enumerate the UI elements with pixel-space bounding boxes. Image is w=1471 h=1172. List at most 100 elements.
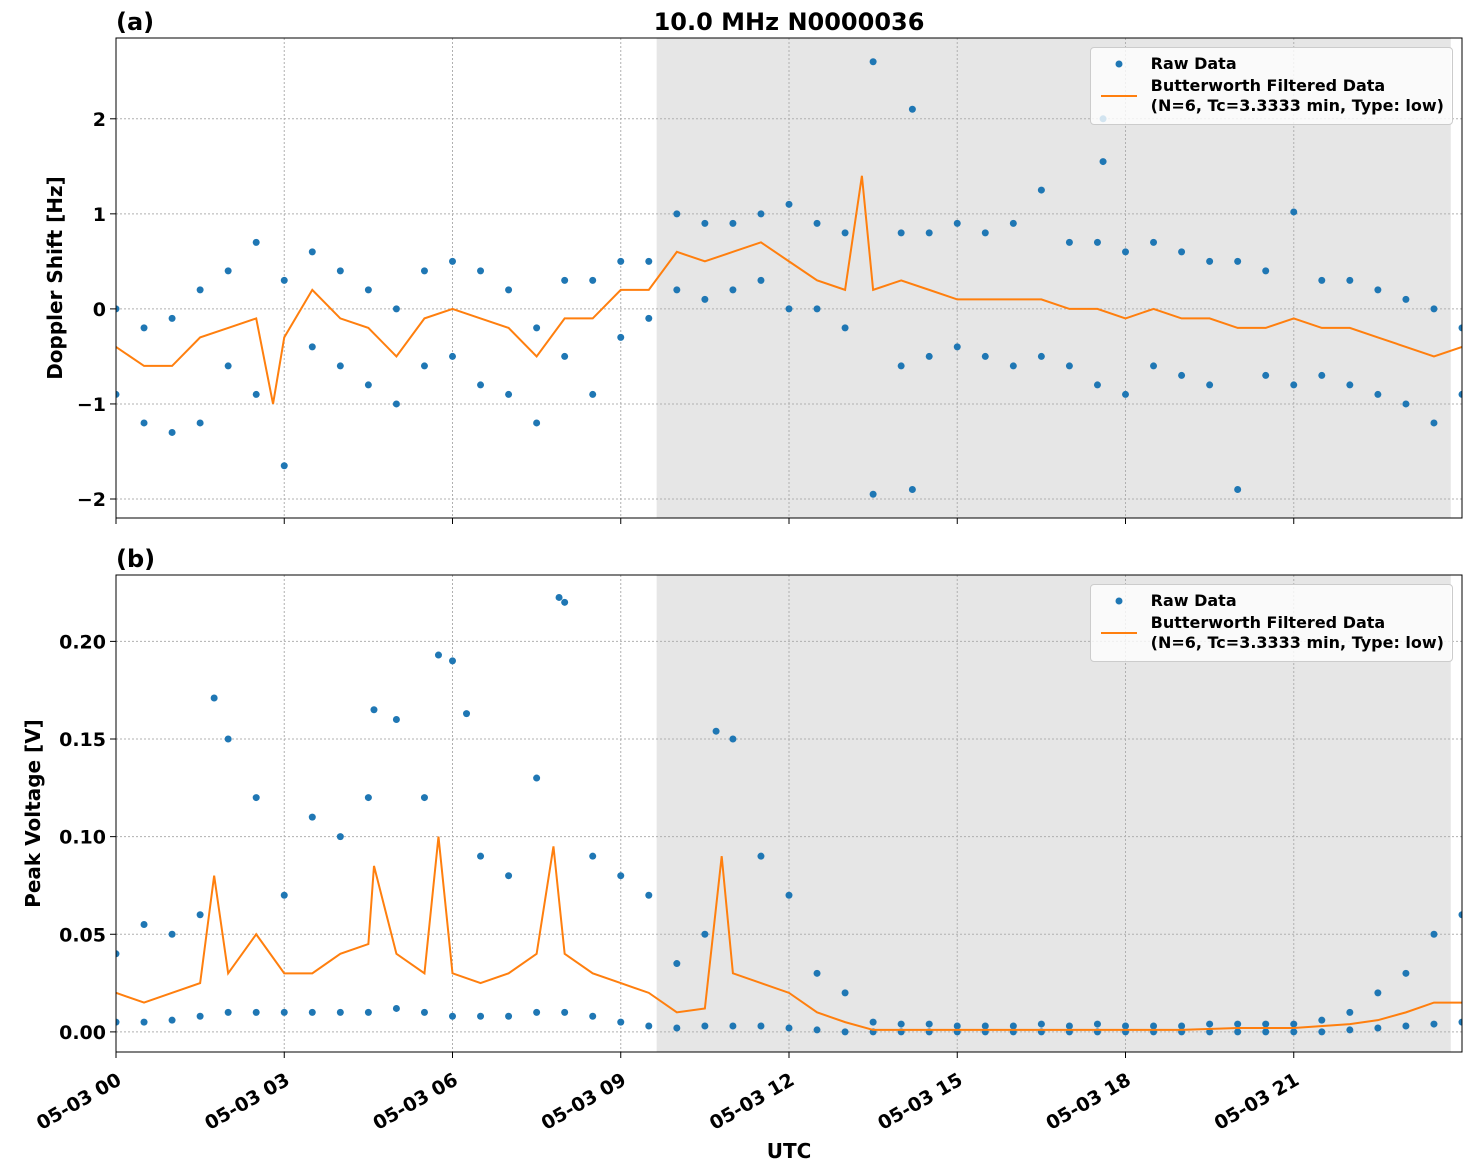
raw-point: [617, 872, 625, 880]
legend-entry: Raw Data: [1097, 591, 1444, 611]
x-tick-label: 05-03 18: [1042, 1069, 1134, 1135]
raw-point: [813, 305, 821, 313]
raw-point: [1262, 1020, 1270, 1028]
raw-point: [785, 305, 793, 313]
raw-point: [336, 267, 344, 275]
raw-point: [1402, 400, 1410, 408]
raw-point: [1009, 219, 1017, 227]
raw-point: [757, 276, 765, 284]
plot-area: [116, 593, 1462, 1036]
raw-point: [392, 400, 400, 408]
axes-frame: [115, 574, 1463, 1053]
raw-point: [1122, 248, 1129, 256]
raw-point: [196, 419, 204, 427]
legend-label: Butterworth Filtered Data (N=6, Tc=3.333…: [1150, 613, 1444, 652]
raw-point: [1346, 276, 1354, 284]
raw-point: [729, 735, 737, 743]
raw-point: [555, 593, 563, 601]
raw-point: [785, 1024, 793, 1032]
raw-point: [953, 343, 961, 351]
raw-point: [1093, 1020, 1101, 1028]
raw-point: [1150, 1022, 1158, 1030]
y-tick-label: 0.10: [59, 827, 106, 849]
raw-point: [712, 727, 720, 735]
raw-point: [280, 462, 288, 470]
raw-point: [757, 852, 765, 860]
plot-area: [116, 58, 1462, 498]
y-tick-label: 0.00: [59, 1022, 106, 1044]
raw-point: [477, 852, 485, 860]
raw-point: [1099, 158, 1107, 166]
raw-point: [841, 989, 849, 997]
raw-point: [589, 276, 597, 284]
raw-point: [589, 390, 597, 398]
raw-point: [434, 651, 442, 659]
raw-point: [210, 694, 218, 702]
legend-marker: [1115, 60, 1123, 68]
raw-point: [168, 314, 176, 322]
legend-label: Raw Data: [1150, 591, 1237, 610]
y-tick-label: 2: [93, 109, 106, 131]
raw-point: [1402, 1022, 1410, 1030]
raw-point: [252, 238, 260, 246]
raw-point: [981, 352, 989, 360]
raw-point: [449, 1012, 456, 1020]
raw-point: [701, 1022, 709, 1030]
raw-point: [1402, 295, 1410, 303]
y-tick-label: −2: [77, 489, 106, 511]
legend-key: [1100, 95, 1137, 97]
raw-point: [1374, 1024, 1382, 1032]
raw-point: [729, 1022, 737, 1030]
raw-point: [561, 352, 569, 360]
x-tick-label: 05-03 00: [33, 1069, 125, 1135]
raw-point: [280, 891, 288, 899]
raw-point: [1318, 371, 1326, 379]
raw-point: [116, 390, 120, 398]
raw-point: [420, 1008, 428, 1016]
raw-point: [673, 960, 681, 968]
raw-point: [1093, 381, 1101, 389]
raw-point: [908, 485, 916, 493]
raw-point: [561, 276, 569, 284]
raw-point: [589, 852, 597, 860]
raw-point: [364, 1008, 372, 1016]
raw-point: [1374, 286, 1382, 294]
raw-point: [224, 362, 232, 370]
legend-entry: Raw Data: [1097, 54, 1444, 74]
raw-point: [1458, 324, 1462, 332]
raw-point: [533, 324, 541, 332]
raw-point: [505, 872, 513, 880]
raw-point: [785, 891, 793, 899]
raw-point: [897, 1020, 905, 1028]
filtered-line: [116, 175, 1462, 405]
raw-point: [1262, 1028, 1270, 1036]
raw-point: [757, 210, 765, 218]
raw-point: [370, 706, 378, 714]
raw-point: [1402, 969, 1410, 977]
raw-point: [140, 419, 148, 427]
raw-point: [1262, 371, 1270, 379]
raw-point: [673, 1024, 681, 1032]
raw-point: [449, 352, 456, 360]
raw-point: [897, 362, 905, 370]
raw-point: [196, 1012, 204, 1020]
raw-point: [1290, 381, 1298, 389]
raw-point: [813, 219, 821, 227]
raw-point: [463, 710, 471, 718]
raw-point: [1178, 371, 1186, 379]
raw-point: [1458, 911, 1462, 919]
raw-point: [392, 715, 400, 723]
legend-key: [1100, 632, 1137, 634]
raw-point: [617, 257, 625, 265]
raw-point: [224, 735, 232, 743]
raw-point: [645, 314, 653, 322]
raw-point: [953, 219, 961, 227]
raw-point: [533, 419, 541, 427]
raw-point: [1318, 276, 1326, 284]
raw-point: [1430, 419, 1438, 427]
raw-point: [336, 1008, 344, 1016]
raw-point: [140, 324, 148, 332]
legend: Raw Data Butterworth Filtered Data (N=6, …: [1089, 47, 1453, 125]
y-tick-label: 0.15: [59, 729, 106, 751]
raw-point: [1318, 1016, 1326, 1024]
